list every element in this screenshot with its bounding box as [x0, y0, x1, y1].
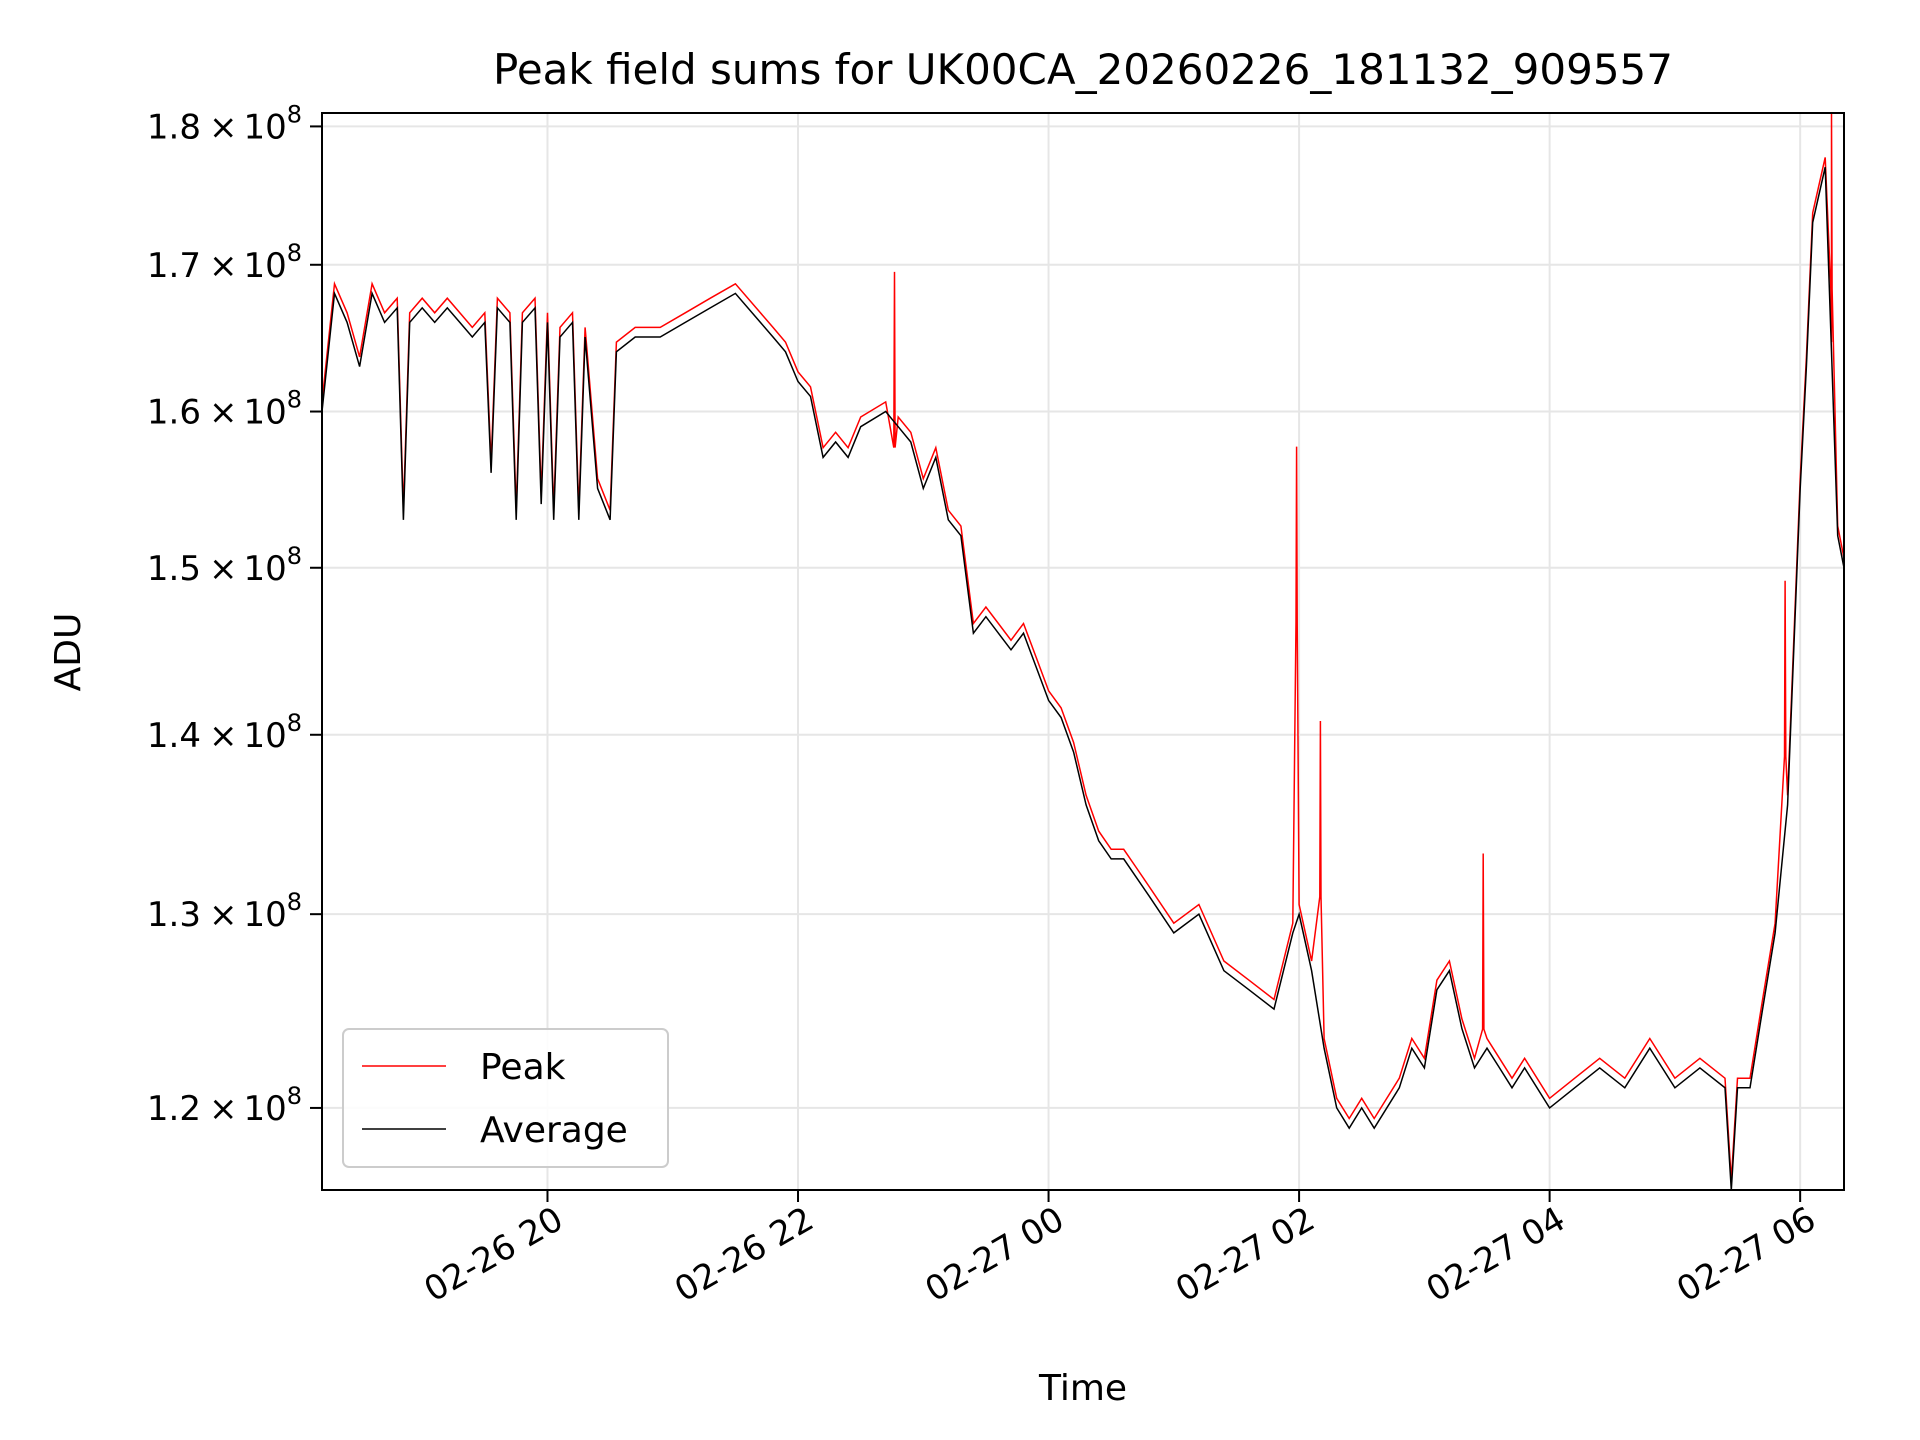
y-tick-base: 10 [243, 107, 286, 147]
y-tick-base: 10 [243, 716, 286, 756]
series-line-average [321, 166, 1845, 1191]
y-tick-mantissa: 1.6 [147, 393, 201, 433]
y-tick-mantissa: 1.4 [147, 716, 201, 756]
x-axis: 02-26 20 02-26 22 02-27 00 02-27 02 02-27 04… [418, 1190, 1823, 1310]
y-tick-times: × [209, 1089, 238, 1129]
x-tick-label: 02-27 06 [1670, 1199, 1822, 1310]
x-tick-label: 02-26 22 [668, 1199, 820, 1310]
y-tick-label: 1.6 × 108 [147, 386, 302, 433]
y-tick-mantissa: 1.5 [147, 549, 201, 589]
y-tick-times: × [209, 393, 238, 433]
y-tick-exponent: 8 [287, 542, 302, 570]
y-tick-mantissa: 1.2 [147, 1089, 201, 1129]
y-tick-base: 10 [243, 895, 286, 935]
y-tick-label: 1.5 × 108 [147, 542, 302, 589]
y-tick-mantissa: 1.7 [147, 246, 201, 286]
x-axis-label: Time [1038, 1368, 1127, 1409]
y-tick-times: × [209, 246, 238, 286]
y-tick-times: × [209, 107, 238, 147]
y-tick-label: 1.3 × 108 [147, 888, 302, 935]
y-tick-base: 10 [243, 1089, 286, 1129]
legend: Peak Average [342, 1028, 669, 1168]
y-tick-times: × [209, 895, 238, 935]
x-tick-label: 02-27 02 [1169, 1199, 1321, 1310]
y-tick-mantissa: 1.8 [147, 107, 201, 147]
y-tick-base: 10 [243, 393, 286, 433]
legend-box [342, 1028, 669, 1168]
y-tick-exponent: 8 [287, 709, 302, 737]
y-tick-base: 10 [243, 246, 286, 286]
x-tick-label: 02-27 00 [919, 1199, 1071, 1310]
legend-label-peak: Peak [480, 1047, 566, 1088]
legend-label-average: Average [480, 1110, 628, 1151]
y-tick-exponent: 8 [287, 239, 302, 267]
y-tick-exponent: 8 [287, 100, 302, 128]
plot-area-frame [321, 112, 1845, 1191]
y-tick-exponent: 8 [287, 888, 302, 916]
y-tick-times: × [209, 716, 238, 756]
y-tick-label: 1.8 × 108 [147, 100, 302, 147]
y-tick-label: 1.4 × 108 [147, 709, 302, 756]
chart-title: Peak field sums for UK00CA_20260226_1811… [493, 45, 1673, 94]
y-tick-label: 1.7 × 108 [147, 239, 302, 286]
y-tick-exponent: 8 [287, 1082, 302, 1110]
y-tick-base: 10 [243, 549, 286, 589]
x-tick-label: 02-27 04 [1420, 1199, 1572, 1310]
x-tick-label: 02-26 20 [418, 1199, 570, 1310]
series-line-peak [321, 112, 1845, 1181]
y-tick-label: 1.2 × 108 [147, 1082, 302, 1129]
y-tick-mantissa: 1.3 [147, 895, 201, 935]
y-tick-exponent: 8 [287, 386, 302, 414]
y-tick-times: × [209, 549, 238, 589]
y-axis-label: ADU [48, 613, 89, 692]
series-layer [321, 112, 1845, 1191]
